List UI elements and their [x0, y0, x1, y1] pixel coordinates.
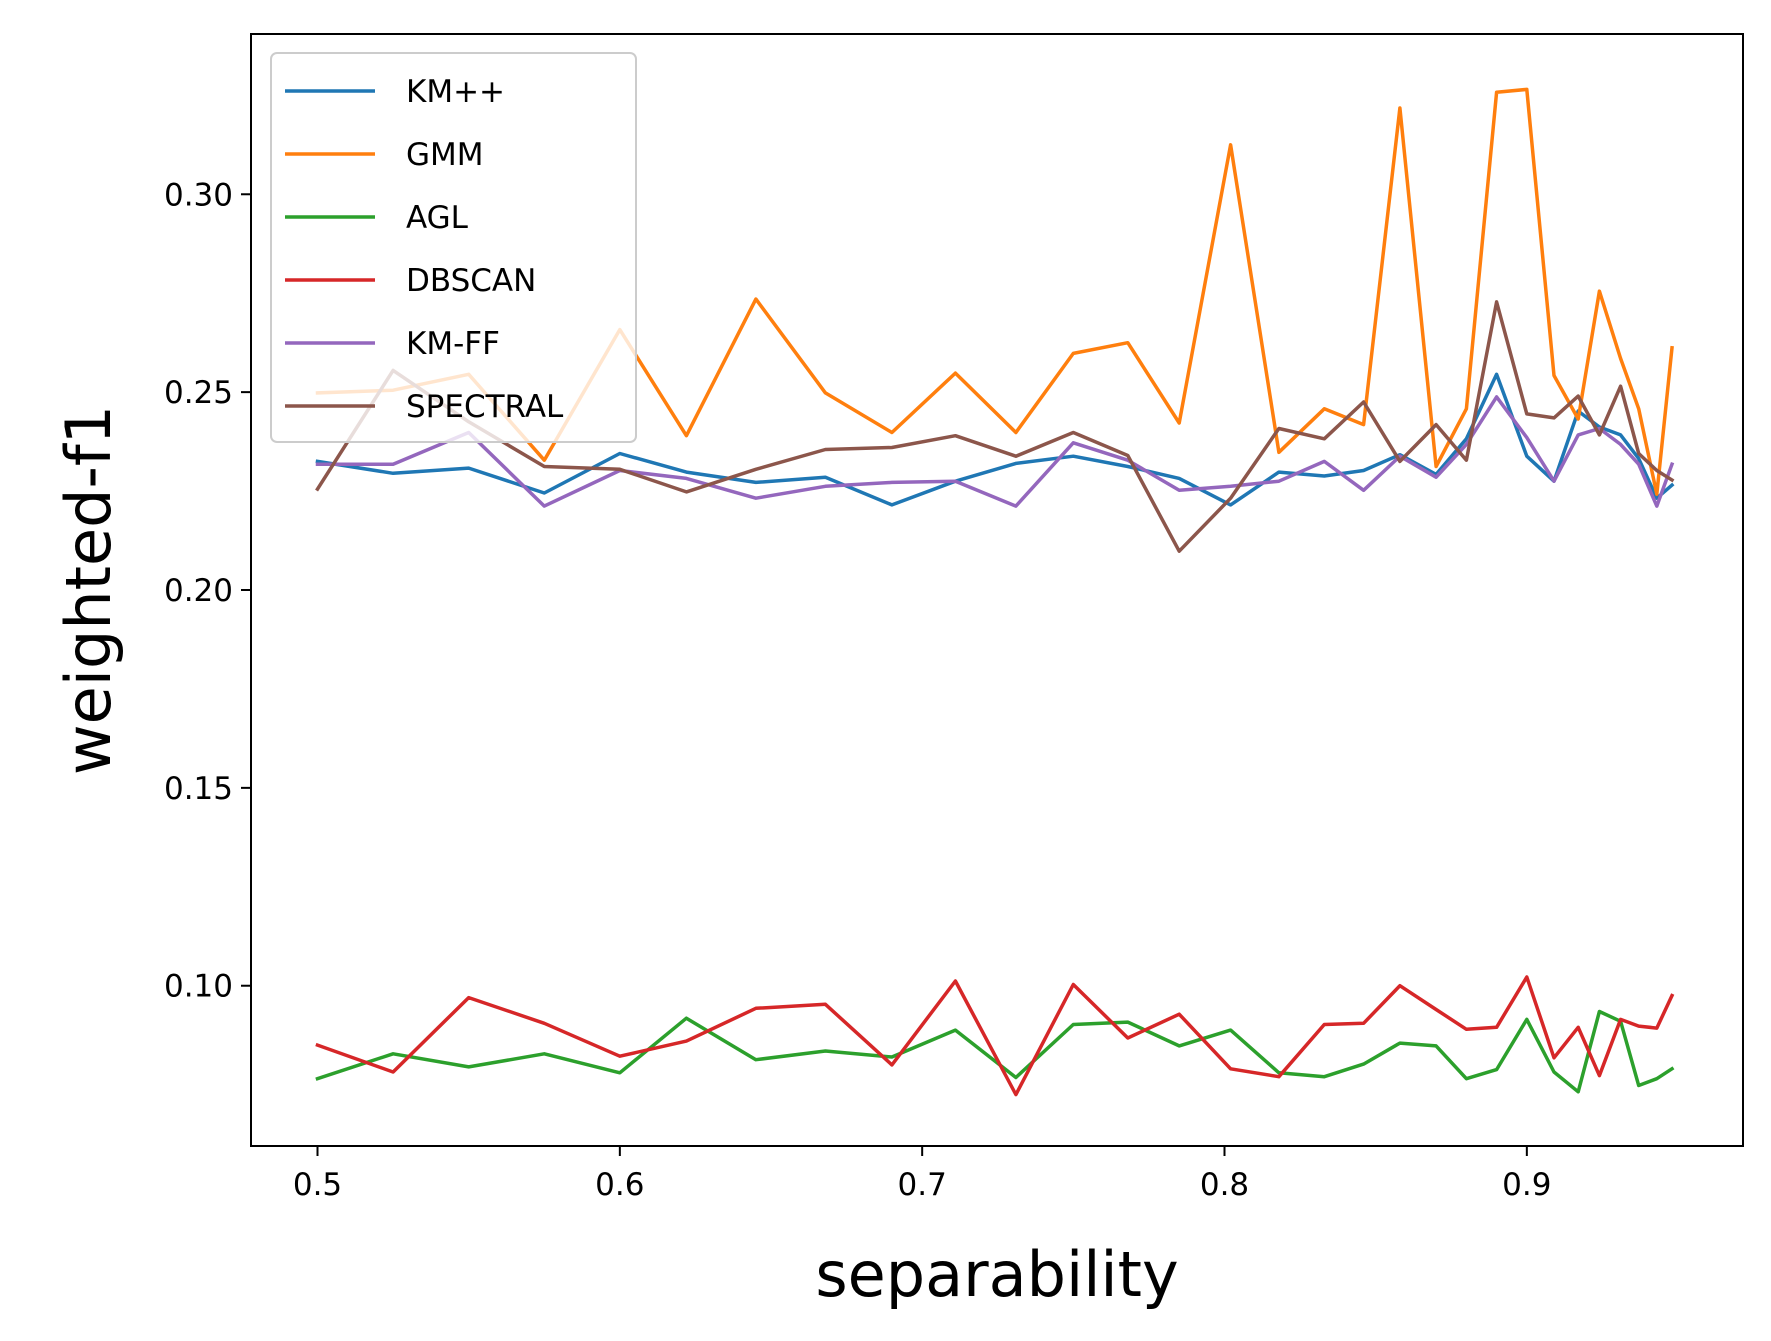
series-line-spectral — [315, 300, 1675, 553]
series-line-agl — [315, 1009, 1675, 1094]
x-tick-label: 0.9 — [1502, 1167, 1551, 1203]
y-tick-label: 0.20 — [164, 573, 233, 609]
x-tick-label: 0.6 — [595, 1167, 644, 1203]
series-line-dbscan — [315, 975, 1675, 1097]
series-line-km-ff — [315, 395, 1675, 508]
legend-frame — [270, 52, 637, 443]
legend: KM++ GMM AGL DBSCAN KM-FF SPECTRAL — [270, 52, 637, 443]
legend-label-agl: AGL — [406, 200, 469, 236]
y-tick-label: 0.30 — [164, 177, 233, 213]
legend-label-spectral: SPECTRAL — [406, 389, 564, 425]
x-axis: 0.5 0.6 0.7 0.8 0.9 — [293, 1146, 1551, 1203]
x-tick-label: 0.7 — [898, 1167, 947, 1203]
series-line-gmm — [315, 87, 1674, 496]
y-axis-title: weighted-f1 — [52, 405, 125, 775]
x-axis-title: separability — [815, 1238, 1178, 1311]
series-layer — [315, 87, 1675, 1097]
legend-label-dbscan: DBSCAN — [406, 263, 536, 299]
legend-label-km-ff: KM-FF — [406, 326, 500, 362]
series-line-km — [315, 372, 1675, 507]
x-tick-label: 0.8 — [1200, 1167, 1249, 1203]
y-tick-label: 0.15 — [164, 771, 233, 807]
legend-label-gmm: GMM — [406, 137, 484, 173]
y-axis: 0.10 0.15 0.20 0.25 0.30 — [164, 177, 251, 1005]
y-tick-label: 0.10 — [164, 969, 233, 1005]
legend-label-km: KM++ — [406, 74, 505, 110]
y-tick-label: 0.25 — [164, 375, 233, 411]
x-tick-label: 0.5 — [293, 1167, 342, 1203]
